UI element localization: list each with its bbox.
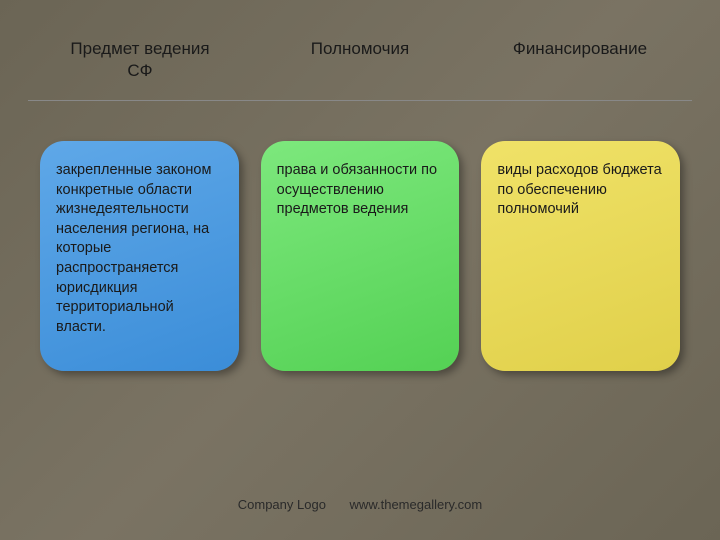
card-text-col1: закрепленные законом конкретные области …	[56, 161, 223, 337]
card-col2: права и обязанности по осуществлению пре…	[261, 141, 460, 371]
card-text-col3: виды расходов бюджета по обеспечению пол…	[497, 161, 664, 220]
footer-logo-text: Company Logo	[238, 497, 326, 512]
footer-url: www.themegallery.com	[350, 497, 483, 512]
card-col3: виды расходов бюджета по обеспечению пол…	[481, 141, 680, 371]
header-row: Предмет веденияСФ Полномочия Финансирова…	[0, 0, 720, 100]
footer: Company Logo www.themegallery.com	[0, 497, 720, 512]
header-col2: Полномочия	[250, 38, 470, 82]
cards-row: закрепленные законом конкретные области …	[0, 101, 720, 371]
header-col3: Финансирование	[470, 38, 690, 82]
card-text-col2: права и обязанности по осуществлению пре…	[277, 161, 444, 220]
header-col1: Предмет веденияСФ	[30, 38, 250, 82]
card-col1: закрепленные законом конкретные области …	[40, 141, 239, 371]
